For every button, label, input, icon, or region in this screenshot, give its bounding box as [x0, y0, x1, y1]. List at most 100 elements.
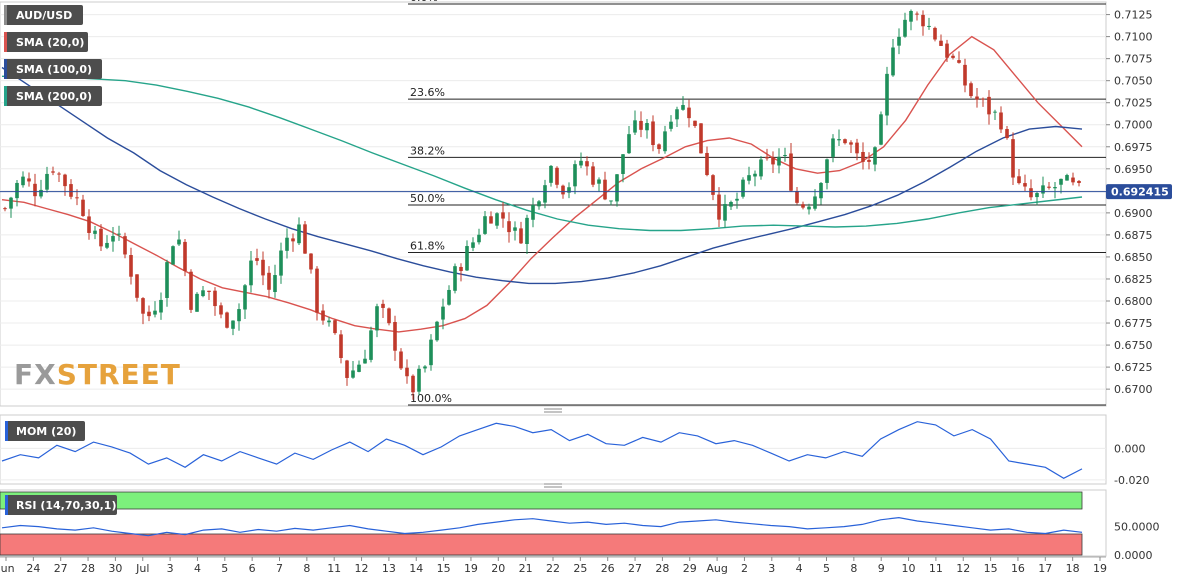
- candle-up: [117, 233, 121, 235]
- candle-down: [603, 179, 607, 200]
- candle-down: [771, 157, 775, 165]
- candle-up: [597, 179, 601, 184]
- candle-up: [993, 111, 997, 113]
- time-tick-label: 11: [327, 562, 341, 575]
- candle-up: [783, 154, 787, 156]
- candle-up: [15, 182, 19, 199]
- sma-lines: [1, 35, 1083, 333]
- momentum-panel-frame: [0, 414, 1107, 485]
- candle-down: [399, 351, 403, 369]
- time-tick-label: Jul: [135, 562, 149, 575]
- time-tick-label: 12: [956, 562, 970, 575]
- candle-down: [657, 144, 661, 150]
- candle-up: [369, 330, 373, 360]
- momentum-tick-label: 0.000: [1114, 442, 1146, 455]
- candle-down: [321, 310, 325, 321]
- candle-up: [609, 200, 613, 202]
- candle-up: [813, 196, 817, 209]
- candle-up: [879, 114, 883, 145]
- time-tick-label: Jun: [0, 562, 15, 575]
- candle-up: [195, 293, 199, 312]
- time-tick-label: 22: [546, 562, 560, 575]
- price-panel-frame: [0, 1, 1107, 407]
- candle-up: [927, 25, 931, 27]
- candle-up: [39, 189, 43, 197]
- price-tick-label: 0.6750: [1114, 339, 1153, 352]
- candle-up: [777, 156, 781, 166]
- price-tick-label: 0.7100: [1114, 31, 1153, 44]
- price-tick-label: 0.6825: [1114, 273, 1153, 286]
- candle-down: [135, 274, 139, 298]
- legend-item-box: [4, 86, 102, 106]
- legend-item-marker: [4, 86, 7, 106]
- candle-down: [213, 290, 217, 307]
- candle-down: [261, 259, 265, 276]
- candle-down: [795, 191, 799, 203]
- candle-up: [171, 246, 175, 265]
- candle-down: [921, 14, 925, 27]
- candle-down: [855, 142, 859, 154]
- candle-down: [693, 120, 697, 126]
- candle-down: [867, 159, 871, 162]
- time-tick-label: 28: [81, 562, 95, 575]
- current-price-label: 0.692415: [1111, 186, 1169, 199]
- candle-up: [111, 236, 115, 242]
- candle-up: [873, 147, 877, 165]
- candle-up: [573, 164, 577, 187]
- candle-up: [177, 239, 181, 245]
- candle-up: [885, 73, 889, 116]
- candle-up: [663, 131, 667, 152]
- fibonacci-label: 61.8%: [410, 240, 445, 253]
- sma-line-0: [1, 35, 1083, 333]
- candle-down: [333, 320, 337, 334]
- candle-down: [939, 40, 943, 46]
- candle-down: [411, 375, 415, 393]
- price-tick-label: 0.6725: [1114, 361, 1153, 374]
- candle-down: [1011, 139, 1015, 178]
- time-tick-label: 26: [601, 562, 615, 575]
- time-tick-label: 27: [628, 562, 642, 575]
- candle-up: [723, 204, 727, 221]
- legend-item-box: [4, 32, 88, 52]
- candle-up: [543, 185, 547, 203]
- time-tick-label: 24: [26, 562, 40, 575]
- candle-down: [225, 312, 229, 328]
- candle-down: [303, 224, 307, 254]
- candle-up: [231, 320, 235, 329]
- candle-down: [489, 216, 493, 224]
- momentum-line: [1, 421, 1083, 479]
- candle-up: [831, 138, 835, 157]
- time-tick-label: Aug: [706, 562, 727, 575]
- rsi-badge-marker: [5, 495, 8, 515]
- candle-down: [957, 60, 961, 63]
- momentum-badge-label: MOM (20): [16, 425, 76, 438]
- candle-up: [1035, 193, 1039, 198]
- price-tick-label: 0.7000: [1114, 119, 1153, 132]
- price-tick-label: 0.7025: [1114, 97, 1153, 110]
- time-tick-label: 19: [464, 562, 478, 575]
- candle-up: [615, 174, 619, 202]
- candle-down: [975, 96, 979, 100]
- candle-down: [267, 272, 271, 290]
- candle-up: [669, 121, 673, 129]
- candle-down: [345, 360, 349, 378]
- momentum-series: [1, 421, 1083, 479]
- rsi-panel: 50.0000 0.0000 RSI (14,70,30,1): [0, 489, 1160, 562]
- candle-up: [357, 364, 361, 372]
- time-tick-label: 3: [768, 562, 775, 575]
- sma-line-2: [2, 75, 1083, 232]
- legend-item-label: SMA (200,0): [16, 90, 92, 103]
- price-tick-label: 0.6775: [1114, 317, 1153, 330]
- time-tick-label: 15: [984, 562, 998, 575]
- price-tick-label: 0.7050: [1114, 75, 1153, 88]
- panel-splitter-momentum[interactable]: [544, 408, 562, 413]
- panel-splitter-rsi[interactable]: [544, 483, 562, 488]
- momentum-axis: 0.000 -0.020: [1114, 442, 1149, 486]
- time-tick-label: 29: [683, 562, 697, 575]
- candle-down: [459, 266, 463, 272]
- fibonacci-label: 23.6%: [410, 86, 445, 99]
- price-panel: FXSTREET 0.0%23.6%38.2%50.0%61.8%100.0% …: [0, 0, 1172, 407]
- logo-street: STREET: [57, 358, 181, 391]
- candle-down: [207, 290, 211, 292]
- candle-down: [339, 334, 343, 358]
